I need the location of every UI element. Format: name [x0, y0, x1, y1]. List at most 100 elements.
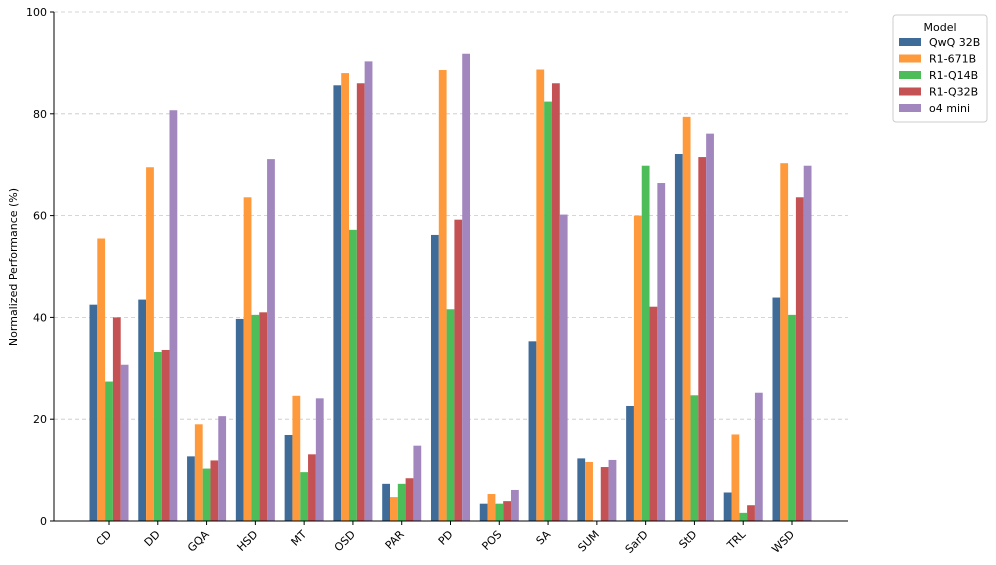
bar-dd-o4-mini [169, 110, 178, 521]
x-tick-label: WSD [769, 528, 797, 556]
bar-cd-r1-q14b [105, 381, 113, 521]
legend-swatch [899, 87, 921, 96]
bar-dd-r1-q14b [153, 352, 162, 521]
legend-label: R1-Q14B [929, 69, 978, 82]
bar-mt-o4-mini [315, 398, 324, 521]
bar-cd-r1-671b [97, 238, 106, 521]
bar-osd-r1-q32b [356, 83, 365, 521]
x-tick-label: TRL [724, 527, 749, 552]
bar-pd-r1-671b [438, 70, 447, 521]
y-tick-label: 80 [33, 108, 47, 121]
y-tick-label: 20 [33, 413, 47, 426]
x-tick-label: POS [479, 528, 504, 553]
bar-sa-o4-mini [559, 214, 568, 521]
legend-label: R1-671B [929, 53, 976, 66]
bar-pos-qwq-32b [479, 503, 488, 521]
bar-std-r1-q32b [698, 157, 707, 521]
bar-osd-o4-mini [364, 61, 373, 522]
bar-hsd-r1-q32b [259, 312, 268, 521]
bar-sum-r1-671b [585, 461, 593, 521]
x-tick-label: SUM [575, 528, 602, 555]
bar-trl-r1-671b [731, 434, 740, 521]
bar-hsd-r1-671b [243, 197, 252, 521]
x-tick-label: CD [94, 528, 115, 549]
bar-hsd-qwq-32b [235, 318, 244, 521]
bar-pd-r1-q32b [454, 219, 463, 521]
bar-dd-qwq-32b [138, 299, 147, 521]
bar-sum-o4-mini [608, 459, 617, 521]
legend-swatch [899, 104, 921, 112]
x-ticks: CD DD GQA HSD MT OSD PAR PD POS SA SUM SarD StD TRL WS… [94, 521, 797, 556]
x-tick-label: PAR [383, 528, 407, 552]
bar-trl-r1-q32b [747, 505, 755, 521]
y-tick-label: 0 [40, 515, 47, 528]
bar-cd-o4-mini [120, 364, 129, 521]
y-axis-label: Normalized Performance (%) [7, 188, 20, 346]
x-tick-label: PD [436, 528, 456, 548]
bar-gqa-o4-mini [218, 416, 227, 521]
legend-swatch [899, 71, 921, 79]
bar-std-qwq-32b [674, 154, 683, 522]
bar-std-r1-671b [682, 116, 691, 521]
bar-sum-r1-q32b [600, 467, 609, 521]
bar-gqa-r1-q32b [210, 460, 219, 521]
bar-cd-qwq-32b [89, 304, 98, 521]
bar-osd-r1-671b [341, 73, 350, 521]
legend-items: QwQ 32B R1-671B R1-Q14B R1-Q32B o4 mini [899, 36, 980, 115]
bar-sum-qwq-32b [577, 458, 586, 521]
bar-osd-qwq-32b [333, 85, 342, 522]
bar-pd-r1-q14b [446, 309, 455, 521]
x-tick-label: HSD [235, 528, 261, 554]
bar-dd-r1-q32b [161, 349, 170, 521]
bar-wsd-o4-mini [803, 165, 812, 521]
bar-hsd-r1-q14b [251, 314, 260, 521]
x-tick-label: DD [142, 528, 163, 549]
bar-par-r1-671b [390, 497, 398, 521]
legend-label: o4 mini [929, 102, 970, 115]
bar-trl-o4-mini [754, 392, 763, 521]
bar-cd-r1-q32b [112, 317, 121, 521]
x-tick-label: SA [534, 528, 554, 548]
legend-swatch [899, 38, 921, 46]
grid-lines [54, 11, 848, 420]
bar-par-r1-q32b [405, 478, 414, 521]
bar-wsd-r1-q32b [795, 197, 804, 521]
bar-pos-r1-671b [487, 494, 496, 521]
y-tick-label: 100 [26, 6, 47, 19]
bar-gqa-qwq-32b [187, 456, 195, 521]
bar-sa-r1-q32b [551, 83, 560, 521]
y-tick-label: 40 [33, 311, 47, 324]
x-tick-label: StD [676, 528, 699, 551]
bar-trl-qwq-32b [723, 492, 732, 521]
bar-pd-o4-mini [462, 53, 471, 521]
legend-swatch [899, 54, 921, 63]
bar-sa-r1-671b [536, 69, 545, 521]
bar-sa-r1-q14b [544, 101, 552, 522]
bar-std-r1-q14b [690, 395, 699, 521]
legend: Model QwQ 32B R1-671B R1-Q14B R1-Q32B o4 min… [892, 14, 988, 123]
bars-group [89, 53, 812, 522]
x-tick-label: MT [289, 528, 310, 549]
x-tick-label: SarD [623, 528, 651, 556]
bar-trl-r1-q14b [739, 512, 748, 521]
bar-par-qwq-32b [382, 483, 391, 521]
bar-wsd-qwq-32b [772, 297, 781, 521]
bar-sard-r1-q32b [649, 306, 658, 521]
y-tick-label: 60 [33, 210, 47, 223]
bar-sard-qwq-32b [626, 405, 634, 521]
bar-pos-o4-mini [510, 489, 519, 521]
x-tick-label: GQA [185, 528, 212, 555]
bar-gqa-r1-q14b [202, 468, 211, 521]
bar-std-o4-mini [706, 133, 714, 521]
bar-sard-r1-q14b [641, 165, 650, 521]
bar-dd-r1-671b [146, 167, 154, 521]
bar-sard-o4-mini [657, 183, 666, 522]
bar-mt-r1-q14b [300, 472, 309, 521]
bar-par-o4-mini [413, 445, 422, 521]
bar-gqa-r1-671b [194, 424, 203, 521]
bar-mt-qwq-32b [284, 434, 293, 521]
bar-wsd-r1-671b [780, 163, 789, 521]
legend-label: QwQ 32B [929, 36, 980, 49]
bar-sa-qwq-32b [528, 341, 537, 521]
